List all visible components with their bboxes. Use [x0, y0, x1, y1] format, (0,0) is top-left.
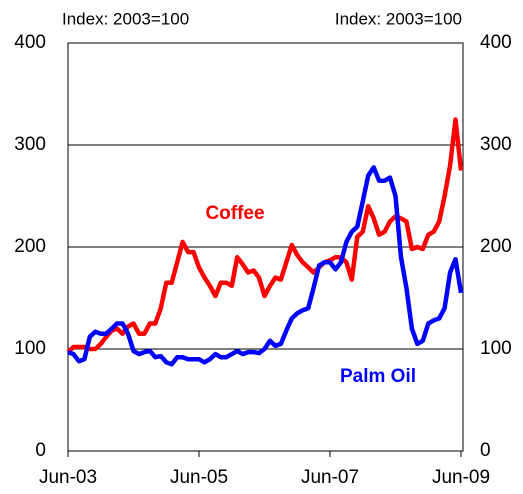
- y2-tick-label: 100: [480, 338, 512, 359]
- x-tick-label: Jun-07: [301, 467, 359, 488]
- y2-axis-label: Index: 2003=100: [335, 9, 462, 28]
- y-tick-label: 0: [35, 440, 46, 461]
- x-tick-label: Jun-09: [432, 467, 490, 488]
- line-series: [67, 165, 464, 367]
- y2-tick-label: 0: [480, 440, 491, 461]
- x-tick-label: Jun-03: [39, 467, 97, 488]
- y-axis-label: Index: 2003=100: [62, 9, 189, 28]
- y-tick-label: 100: [14, 338, 46, 359]
- y-tick-label: 400: [14, 32, 46, 53]
- line-series: [66, 117, 464, 354]
- y-tick-label: 300: [14, 134, 46, 155]
- y2-tick-label: 400: [480, 32, 512, 53]
- plot-frame: [67, 42, 464, 452]
- series-label: Palm Oil: [340, 366, 416, 387]
- y-tick-label: 200: [14, 236, 46, 257]
- y2-tick-label: 300: [480, 134, 512, 155]
- series-label: Coffee: [205, 203, 264, 224]
- y2-tick-label: 200: [480, 236, 512, 257]
- x-tick-label: Jun-05: [170, 467, 228, 488]
